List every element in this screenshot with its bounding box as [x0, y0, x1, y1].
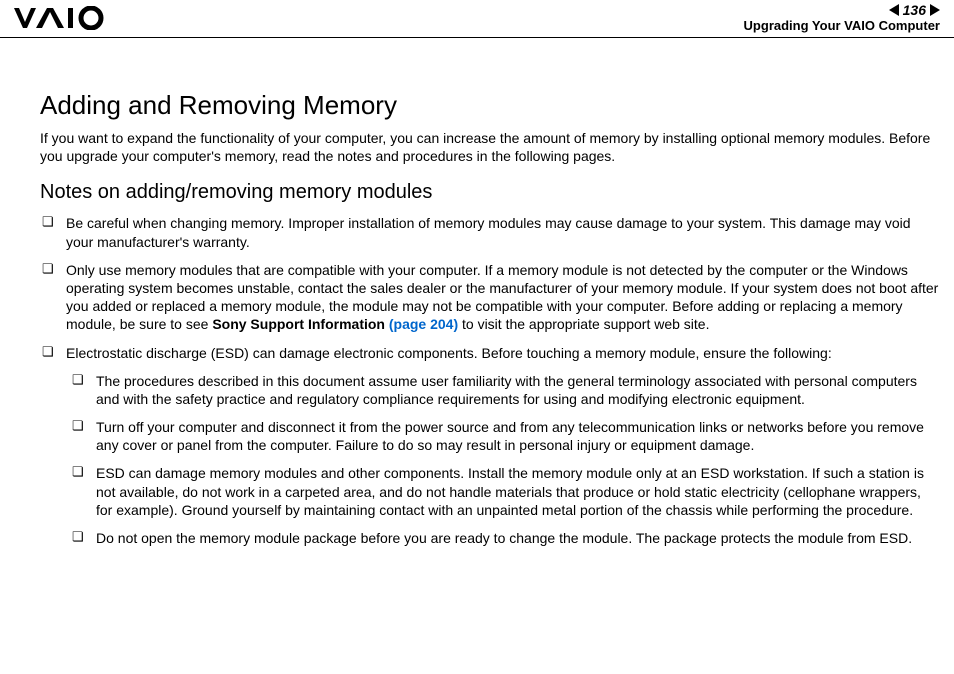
- list-item: Turn off your computer and disconnect it…: [70, 418, 940, 454]
- list-item: Be careful when changing memory. Imprope…: [40, 214, 940, 250]
- page-navigation: 136: [889, 2, 940, 18]
- section-title: Upgrading Your VAIO Computer: [744, 18, 940, 33]
- list-item: Do not open the memory module package be…: [70, 529, 940, 547]
- list-item: Only use memory modules that are compati…: [40, 261, 940, 334]
- nested-list: The procedures described in this documen…: [66, 372, 940, 548]
- support-link-label[interactable]: Sony Support Information: [212, 316, 389, 332]
- list-item-text-post: to visit the appropriate support web sit…: [458, 316, 709, 332]
- list-item: Electrostatic discharge (ESD) can damage…: [40, 344, 940, 548]
- intro-paragraph: If you want to expand the functionality …: [40, 129, 940, 165]
- list-item-text: Electrostatic discharge (ESD) can damage…: [66, 345, 832, 361]
- notes-list: Be careful when changing memory. Imprope…: [40, 214, 940, 547]
- prev-page-icon[interactable]: [889, 4, 899, 16]
- vaio-logo: [14, 6, 106, 30]
- page-number: 136: [903, 2, 926, 18]
- list-item: The procedures described in this documen…: [70, 372, 940, 408]
- list-item: ESD can damage memory modules and other …: [70, 464, 940, 519]
- subheading: Notes on adding/removing memory modules: [40, 181, 940, 204]
- page-title: Adding and Removing Memory: [40, 90, 940, 121]
- next-page-icon[interactable]: [930, 4, 940, 16]
- support-link-page[interactable]: (page 204): [389, 316, 458, 332]
- page-content: Adding and Removing Memory If you want t…: [40, 90, 940, 557]
- page-header: 136 Upgrading Your VAIO Computer: [0, 0, 954, 38]
